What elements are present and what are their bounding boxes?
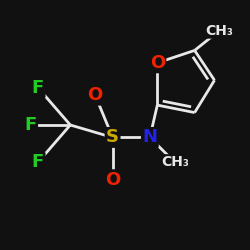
Text: CH₃: CH₃: [206, 24, 234, 38]
Text: F: F: [24, 116, 37, 134]
Text: O: O: [150, 54, 165, 72]
Text: N: N: [142, 128, 157, 146]
Text: S: S: [106, 128, 119, 146]
Text: O: O: [105, 171, 120, 189]
Text: F: F: [32, 153, 44, 171]
Text: F: F: [32, 79, 44, 97]
Text: CH₃: CH₃: [161, 155, 189, 169]
Text: O: O: [88, 86, 103, 104]
